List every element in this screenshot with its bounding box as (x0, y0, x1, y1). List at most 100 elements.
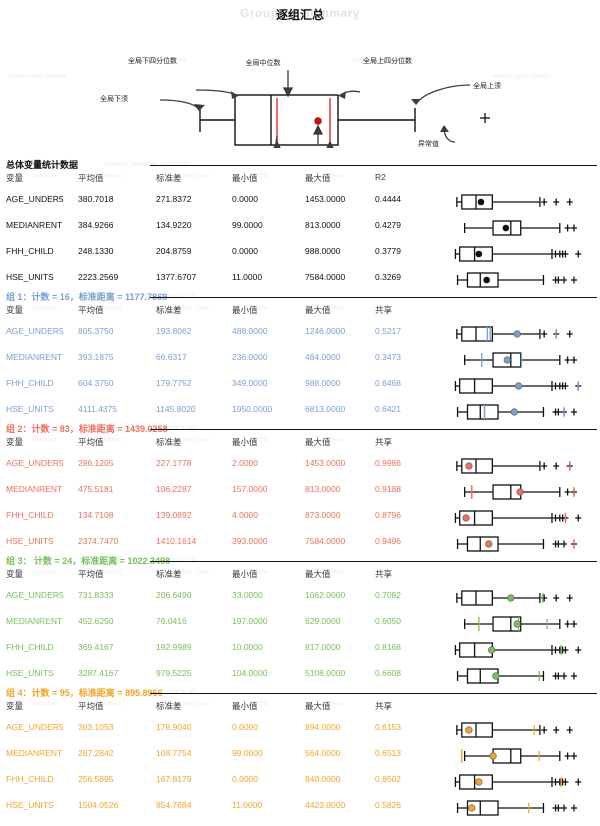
table-row: AGE_UNDER5 303.1053 178.9040 0.0000 894.0000… (0, 722, 600, 748)
cell-sd: 179.7752 (156, 378, 192, 388)
col-header-2: 标准差 (156, 173, 182, 183)
col-ghost-4: Max (331, 701, 345, 708)
cell-max: 1453.0000 (305, 458, 346, 468)
table-row: FHH_CHILD 256.5895 167.8179 0.0000 840.0000 0… (0, 774, 600, 800)
legend-group-mean-dot (314, 117, 322, 125)
cell-variable: FHH_CHILD (6, 642, 54, 652)
col-ghost-1: Mean (104, 569, 122, 576)
cell-min: 11.0000 (232, 800, 263, 810)
cell-r2: 0.9188 (375, 484, 401, 494)
section-title: 组 3： 计数 = 24，标准距离 = 1022.3498 (6, 556, 171, 566)
cell-sd: 76.0416 (156, 616, 187, 626)
col-ghost-0: Variable (32, 569, 58, 576)
boxplot-MEDIANRENT (452, 744, 598, 768)
col-ghost-0: Variable (32, 701, 58, 708)
cell-variable: AGE_UNDER5 (6, 722, 64, 732)
cell-min: 104.0000 (232, 668, 268, 678)
col-header-2: 标准差 (156, 701, 182, 711)
boxplot-MEDIANRENT (452, 480, 598, 504)
boxplot-HSE_UNITS (452, 796, 598, 820)
col-ghost-1: Mean (104, 437, 122, 444)
cell-mean: 4111.4375 (78, 404, 117, 414)
cell-min: 11.0000 (232, 272, 263, 282)
legend-label-outlier: 异常值 (418, 139, 439, 148)
cell-min: 0.0000 (232, 774, 258, 784)
section-title-ghost: Group 1: Count = 16 (128, 291, 197, 300)
cell-min: 99.0000 (232, 220, 263, 230)
table-row: HSE_UNITS 1504.0526 854.7684 11.0000 4423.00… (0, 800, 600, 826)
cell-mean: 369.4167 (78, 642, 114, 652)
section-title-ghost: Group 3: Count = 24 (128, 555, 197, 564)
cell-variable: HSE_UNITS (6, 404, 54, 414)
cell-max: 6813.0000 (305, 404, 346, 414)
cell-max: 629.0000 (305, 616, 341, 626)
col-header-0: 变量 (6, 701, 24, 711)
col-ghost-2: Std. Dev. (182, 701, 211, 708)
cell-max: 564.0000 (305, 748, 341, 758)
section-title: 总体变量统计数据 (6, 160, 79, 170)
col-ghost-2: Std. Dev. (182, 173, 211, 180)
cell-mean: 475.5181 (78, 484, 114, 494)
table-row: MEDIANRENT 475.5181 106.2287 157.0000 813.00… (0, 484, 600, 510)
col-header-3: 最小值 (232, 569, 258, 579)
section-title: 组 1：计数 = 16，标准距离 = 1177.7869 (6, 292, 168, 302)
cell-max: 817.0000 (305, 642, 341, 652)
cell-max: 4423.0000 (305, 800, 346, 810)
cell-max: 7584.0000 (305, 536, 346, 546)
cell-variable: MEDIANRENT (6, 220, 63, 230)
cell-sd: 66.6317 (156, 352, 187, 362)
cell-sd: 271.8372 (156, 194, 192, 204)
col-header-4: 最大值 (305, 173, 331, 183)
table-group3: Variable 变量 Mean 平均值 Std. Dev. 标准差 Min 最小值 Max 最大… (0, 568, 600, 694)
table-row: HSE_UNITS 4111.4375 1145.8020 1950.0000 6813… (0, 404, 600, 430)
legend-group-markers (276, 98, 331, 142)
table-row: AGE_UNDER5 286.1205 227.1778 2.0000 1453.000… (0, 458, 600, 484)
table-row: MEDIANRENT 287.2842 108.7754 99.0000 564.000… (0, 748, 600, 774)
cell-sd: 108.7754 (156, 748, 192, 758)
col-ghost-2: Std. Dev. (182, 437, 211, 444)
legend-ghost-lq: Global Lower Quartile (128, 58, 187, 64)
table-row: HSE_UNITS 2374.7470 1410.1614 393.0000 7584.… (0, 536, 600, 562)
cell-mean: 380.7018 (78, 194, 114, 204)
table-row: FHH_CHILD 248.1330 204.8759 0.0000 988.0000 0… (0, 246, 600, 272)
cell-max: 813.0000 (305, 220, 341, 230)
boxplot-HSE_UNITS (452, 400, 598, 424)
boxplot-HSE_UNITS (452, 664, 598, 688)
table-header-row: Variable 变量 Mean 平均值 Std. Dev. 标准差 Min 最小值 Max 最大… (0, 172, 600, 194)
cell-max: 813.0000 (305, 484, 341, 494)
cell-mean: 393.1875 (78, 352, 114, 362)
cell-max: 484.0000 (305, 352, 341, 362)
cell-r2: 0.6513 (375, 748, 401, 758)
cell-mean: 731.8333 (78, 590, 114, 600)
legend-label-lower-quartile: 全局下四分位数 (128, 56, 177, 65)
cell-sd: 134.9220 (156, 220, 192, 230)
cell-r2: 0.3779 (375, 246, 401, 256)
cell-r2: 0.6050 (375, 616, 401, 626)
cell-variable: AGE_UNDER5 (6, 458, 64, 468)
cell-max: 1062.0000 (305, 590, 346, 600)
col-header-4: 最大值 (305, 569, 331, 579)
section-header-group1: Group 1: Count = 16 组 1：计数 = 16，标准距离 = 11… (0, 290, 600, 304)
table-row: MEDIANRENT 452.6250 76.0416 197.0000 629.000… (0, 616, 600, 642)
section-rule (150, 561, 597, 562)
cell-r2: 0.6608 (375, 668, 401, 678)
col-header-4: 最大值 (305, 701, 331, 711)
cell-r2: 0.6468 (375, 378, 401, 388)
legend-diagram: Global Lower Quartile Global Lower Whisk… (0, 30, 600, 148)
cell-max: 7584.0000 (305, 272, 346, 282)
col-header-5: 共享 (375, 569, 393, 579)
col-ghost-1: Mean (104, 173, 122, 180)
table-group2: Variable 变量 Mean 平均值 Std. Dev. 标准差 Min 最小值 Max 最大… (0, 436, 600, 562)
col-header-1: 平均值 (78, 305, 104, 315)
section-title: 组 2：计数 = 83，标准距离 = 1439.0258 (6, 424, 168, 434)
col-header-5: 共享 (375, 437, 393, 447)
cell-r2: 0.3269 (375, 272, 401, 282)
boxplot-HSE_UNITS (452, 532, 598, 556)
cell-min: 349.0000 (232, 378, 268, 388)
boxplot-FHH_CHILD (452, 770, 598, 794)
col-ghost-0: Variable (32, 305, 58, 312)
legend-boxplot-shape (199, 94, 416, 146)
cell-min: 0.0000 (232, 722, 258, 732)
cell-max: 988.0000 (305, 246, 341, 256)
legend-ghost-uq: Global Upper Quartile (352, 58, 411, 64)
